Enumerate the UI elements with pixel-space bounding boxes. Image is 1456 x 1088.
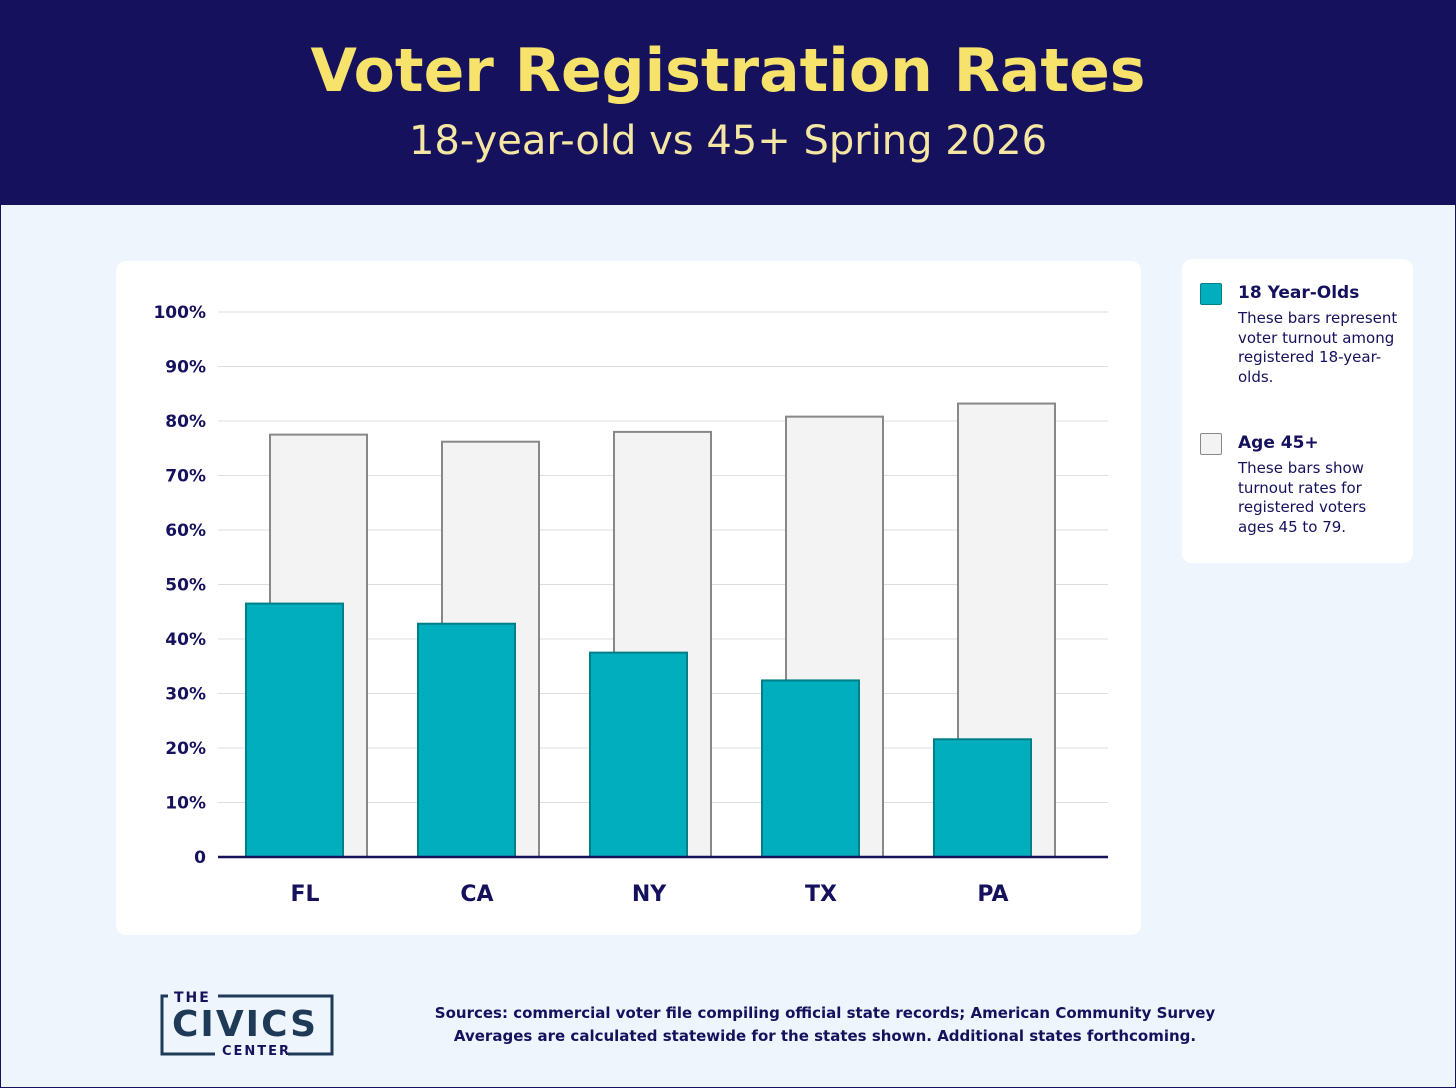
footer-sources: Sources: commercial voter file compiling… xyxy=(380,1002,1270,1048)
y-tick-label: 10% xyxy=(165,794,206,814)
bar-18-year-olds xyxy=(417,622,516,858)
legend-swatch-gray xyxy=(1200,433,1222,455)
chart-title: Voter Registration Rates xyxy=(310,36,1146,106)
x-tick-label: TX xyxy=(805,882,837,907)
legend: 18 Year-Olds These bars represent voter … xyxy=(1182,259,1413,563)
logo-text-civics: CIVICS xyxy=(172,1004,319,1045)
sources-line: Sources: commercial voter file compiling… xyxy=(434,1004,1216,1022)
bar-18-year-olds xyxy=(589,651,688,858)
x-tick-label: NY xyxy=(632,882,667,907)
y-tick-label: 50% xyxy=(165,576,206,596)
logo-text-center: CENTER xyxy=(222,1044,292,1059)
legend-description: These bars represent voter turnout among… xyxy=(1238,309,1398,386)
legend-label: Age 45+ xyxy=(1238,433,1319,453)
logo-text-the: THE xyxy=(174,990,211,1006)
y-tick-label: 20% xyxy=(165,739,206,759)
x-tick-label: FL xyxy=(290,882,319,907)
logo-frame xyxy=(160,994,334,1056)
y-tick-label: 90% xyxy=(165,358,206,378)
y-tick-label: 100% xyxy=(153,303,206,323)
y-tick-label: 60% xyxy=(165,521,206,541)
bar-18-year-olds xyxy=(933,738,1032,858)
bar-18-year-olds xyxy=(245,602,344,859)
x-tick-label: CA xyxy=(460,882,493,907)
y-tick-label: 40% xyxy=(165,630,206,650)
note-line: Averages are calculated statewide for th… xyxy=(453,1027,1197,1045)
y-tick-label: 70% xyxy=(165,467,206,487)
legend-description: These bars show turnout rates for regist… xyxy=(1238,459,1367,536)
chart-card: 0 10% 20% 30% 40% 50% 60% 70% 80% 90% 100% FL CA NY TX… xyxy=(116,261,1141,935)
header-banner: Voter Registration Rates 18-year-old vs … xyxy=(0,0,1456,205)
legend-swatch-teal xyxy=(1200,283,1222,305)
bar-chart: 0 10% 20% 30% 40% 50% 60% 70% 80% 90% 100% FL CA NY TX… xyxy=(153,303,1108,907)
legend-label: 18 Year-Olds xyxy=(1238,283,1360,303)
x-tick-label: PA xyxy=(977,882,1008,907)
chart-subtitle: 18-year-old vs 45+ Spring 2026 xyxy=(408,118,1048,164)
y-tick-label: 80% xyxy=(165,412,206,432)
civics-center-logo: THE CIVICS CENTER xyxy=(160,990,335,1060)
bar-18-year-olds xyxy=(761,679,860,859)
y-tick-label: 0 xyxy=(194,848,206,868)
y-tick-label: 30% xyxy=(165,685,206,705)
